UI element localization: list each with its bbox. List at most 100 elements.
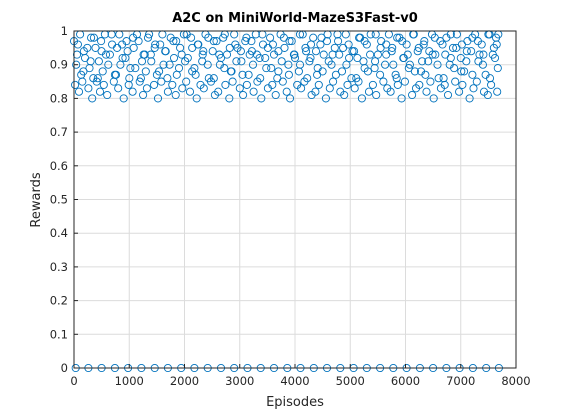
data-point <box>241 37 250 46</box>
data-point <box>478 60 487 69</box>
data-point <box>472 77 481 86</box>
data-point <box>376 70 385 79</box>
x-tick-label: 8000 <box>501 374 530 388</box>
data-point <box>191 70 200 79</box>
data-point <box>492 40 501 49</box>
data-point <box>391 70 400 79</box>
y-tick-label: 0.8 <box>50 91 68 105</box>
data-point <box>257 94 266 103</box>
data-point <box>450 64 459 73</box>
data-point <box>104 60 113 69</box>
data-point <box>228 77 237 86</box>
data-point <box>420 37 429 46</box>
y-tick-label: 0.9 <box>50 58 68 72</box>
data-point <box>468 70 477 79</box>
data-point <box>174 64 184 73</box>
data-point <box>429 94 438 103</box>
data-point <box>247 37 256 46</box>
data-point <box>151 40 160 49</box>
data-point <box>114 84 123 93</box>
data-point <box>302 47 311 56</box>
data-point <box>381 60 390 69</box>
data-point <box>457 40 466 49</box>
data-point <box>382 40 391 49</box>
data-point <box>262 64 271 73</box>
data-point <box>418 57 427 66</box>
data-point <box>268 40 277 49</box>
data-point <box>319 50 328 59</box>
data-point <box>460 67 469 76</box>
data-point <box>340 90 349 100</box>
data-point <box>329 77 338 86</box>
data-point <box>267 64 276 73</box>
data-point <box>89 33 98 42</box>
data-point <box>87 33 96 42</box>
data-point <box>153 94 163 103</box>
y-tick-label: 0.1 <box>50 327 68 341</box>
data-point <box>256 74 265 83</box>
data-point <box>373 50 382 59</box>
data-point <box>84 84 93 93</box>
data-point <box>192 94 201 103</box>
data-point <box>252 50 261 59</box>
x-tick-label: 7000 <box>446 374 475 388</box>
data-point <box>94 57 103 66</box>
data-point <box>123 47 132 56</box>
data-point <box>290 50 299 59</box>
data-point <box>443 90 453 100</box>
data-point <box>397 94 406 103</box>
chart-title: A2C on MiniWorld-MazeS3Fast-v0 <box>172 11 418 26</box>
data-point <box>139 50 148 59</box>
data-point <box>285 37 294 46</box>
data-point <box>386 87 395 96</box>
data-point <box>469 84 478 93</box>
data-point <box>485 74 495 83</box>
data-point <box>237 57 246 66</box>
data-point <box>408 90 417 100</box>
data-point <box>72 50 82 59</box>
data-point <box>71 80 80 89</box>
data-point <box>242 80 251 89</box>
data-point <box>139 90 148 100</box>
data-point <box>244 70 253 79</box>
data-point <box>143 33 153 42</box>
data-point <box>163 74 172 83</box>
data-point <box>161 47 170 56</box>
data-point <box>322 37 332 46</box>
data-point <box>271 90 280 100</box>
data-point <box>168 80 177 89</box>
data-point <box>368 80 377 89</box>
data-point <box>422 87 431 96</box>
data-point <box>101 50 111 59</box>
data-point <box>366 50 375 59</box>
y-tick-label: 0.4 <box>50 226 68 240</box>
data-point <box>479 50 488 59</box>
data-point <box>335 50 344 59</box>
data-point <box>290 53 300 63</box>
data-point <box>169 53 179 63</box>
data-point <box>421 70 430 79</box>
x-tick-label: 0 <box>70 374 77 388</box>
data-point <box>277 57 286 66</box>
data-point <box>156 40 165 49</box>
data-point <box>318 67 327 76</box>
data-point <box>249 87 258 96</box>
data-point <box>392 74 401 83</box>
data-point <box>88 94 97 103</box>
y-tick-label: 1 <box>61 24 68 38</box>
data-point <box>455 87 464 96</box>
x-axis-ticks: 0 1000 2000 3000 4000 5000 6000 7000 8000 <box>70 364 531 388</box>
data-point <box>152 70 161 79</box>
data-point <box>334 37 343 46</box>
data-point <box>419 40 428 49</box>
data-point <box>248 60 258 69</box>
data-point <box>389 60 398 69</box>
data-point <box>473 37 482 46</box>
data-point <box>274 47 283 56</box>
data-point <box>116 60 125 69</box>
data-point <box>328 50 337 59</box>
data-point <box>98 67 107 76</box>
data-point <box>434 74 443 83</box>
data-point <box>142 84 151 93</box>
